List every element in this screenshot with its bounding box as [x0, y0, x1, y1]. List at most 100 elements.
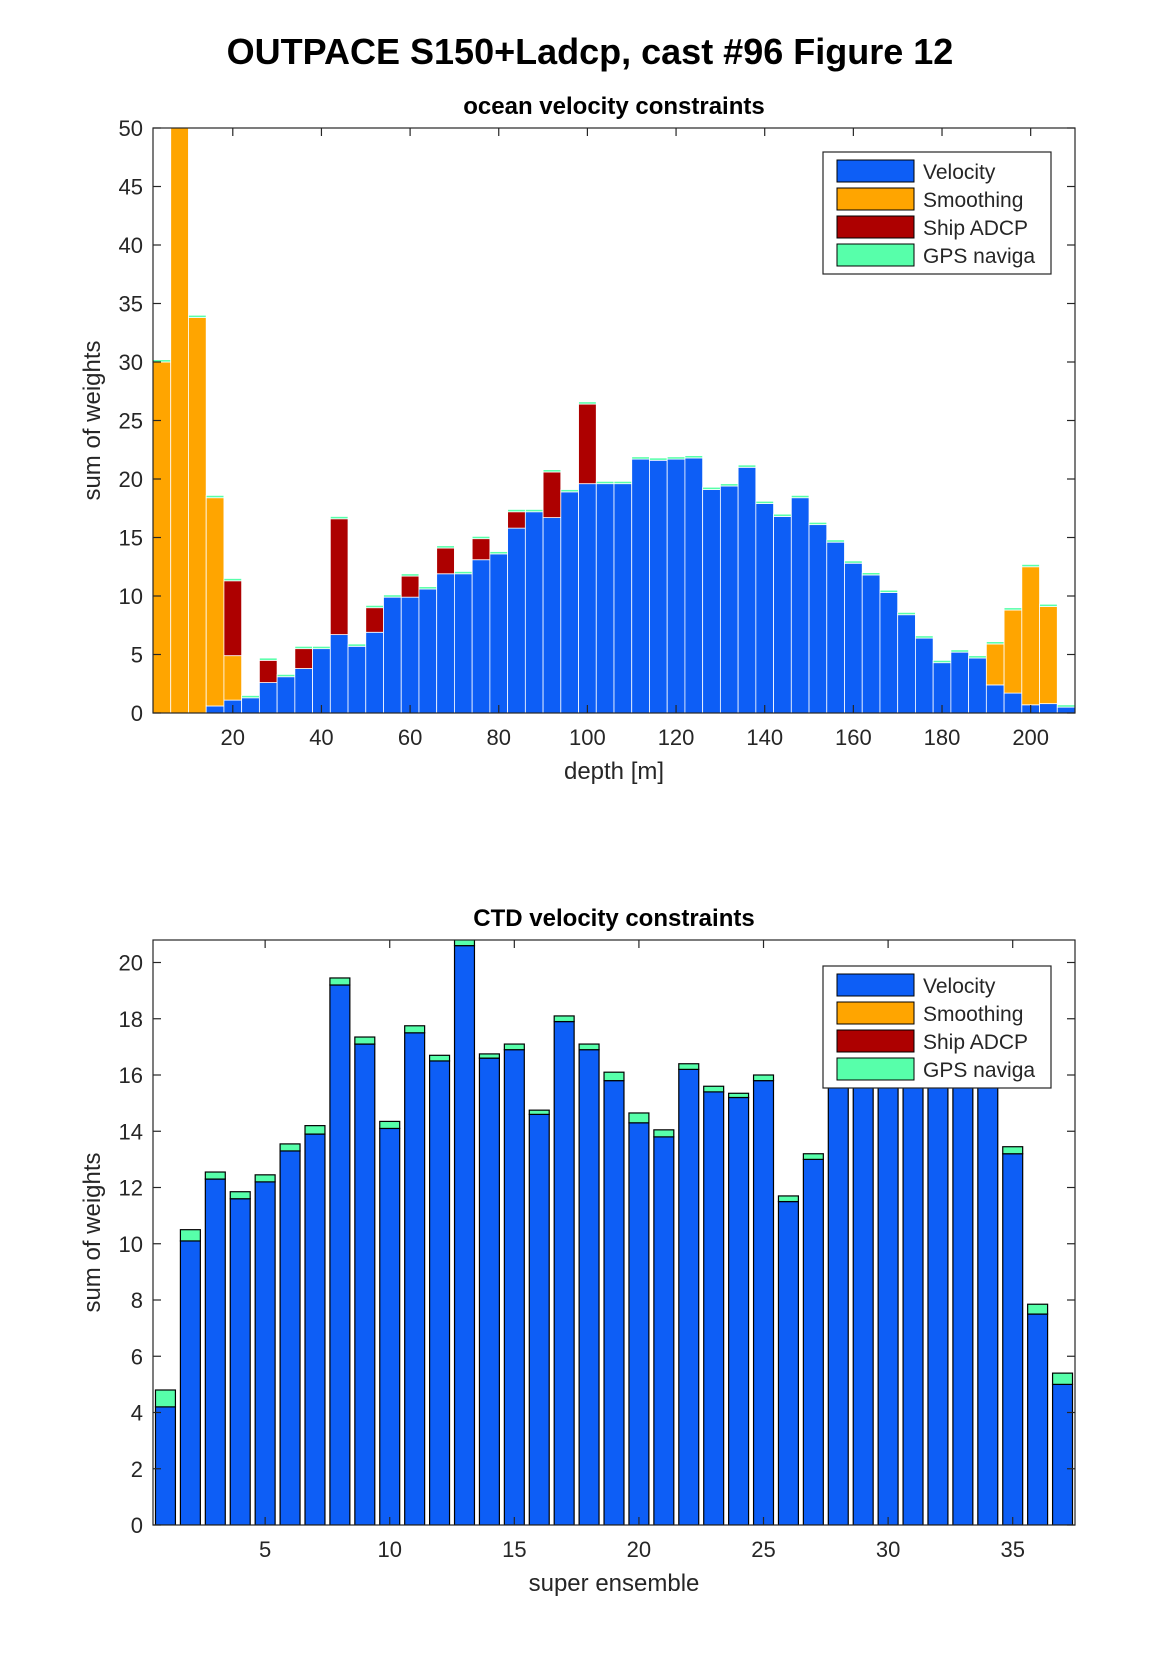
legend-swatch-ship-adcp [836, 1029, 915, 1053]
bar-velocity-12 [365, 631, 384, 713]
bar-velocity-11 [347, 645, 367, 713]
y-tick-label-9: 18 [119, 1007, 143, 1032]
bar-gps-naviga-41 [879, 589, 899, 593]
bar-velocity-7 [276, 676, 296, 713]
y-tick-label-9: 45 [119, 175, 143, 200]
bar-velocity-16 [553, 1020, 575, 1525]
chart-ocean-velocity: 20 40 60 80 100 120 140 160 180 200 0 5 10 15 20 25 30 35… [79, 93, 1076, 785]
y-tick-label-7: 35 [119, 292, 143, 317]
legend-swatch-gps-naviga [836, 1057, 915, 1081]
bar-gps-naviga-26 [613, 480, 633, 485]
bar-gps-naviga-9 [312, 645, 331, 650]
plot-frame [152, 939, 1076, 1526]
bar-velocity-28 [649, 459, 668, 713]
legend-swatch-smoothing [836, 1001, 915, 1025]
bar-velocity-3 [205, 705, 225, 713]
bar-velocity-30 [902, 1074, 924, 1525]
bar-gps-naviga-33 [737, 464, 757, 468]
bars-clip-group [154, 940, 1074, 1525]
legend-swatch-gps-naviga [836, 243, 915, 267]
bar-ship-adcp-12 [365, 607, 384, 633]
bar-gps-naviga-34 [1002, 1146, 1024, 1155]
bars-layer [153, 128, 1075, 713]
bar-gps-naviga-35 [773, 513, 792, 517]
bar-velocity-20 [653, 1136, 675, 1525]
bar-gps-naviga-40 [861, 572, 881, 576]
bar-velocity-6 [304, 1133, 326, 1525]
bar-velocity-19 [489, 553, 509, 713]
bar-gps-naviga-17 [454, 571, 473, 575]
bar-gps-naviga-39 [844, 560, 863, 564]
bar-gps-naviga-21 [678, 1063, 700, 1070]
bar-gps-naviga-10 [329, 516, 349, 520]
bar-gps-naviga-21 [524, 509, 544, 513]
bar-velocity-17 [454, 573, 473, 713]
bar-velocity-5 [279, 1150, 301, 1525]
bars-layer [154, 940, 1074, 1525]
bar-gps-naviga-23 [728, 1092, 750, 1099]
bar-gps-naviga-51 [1056, 704, 1075, 708]
bar-velocity-15 [528, 1113, 550, 1525]
bar-velocity-2 [204, 1178, 226, 1525]
x-tick-label-4: 25 [751, 1537, 775, 1562]
bar-velocity-47 [985, 684, 1005, 713]
bar-gps-naviga-29 [666, 456, 686, 460]
bar-gps-naviga-46 [968, 655, 987, 659]
bar-gps-naviga-2 [188, 314, 207, 318]
bar-smoothing-47 [985, 643, 1005, 686]
y-tick-label-2: 10 [119, 584, 143, 609]
bar-gps-naviga-13 [383, 594, 402, 598]
x-tick-label-5: 30 [876, 1537, 900, 1562]
bar-gps-naviga-19 [628, 1112, 650, 1124]
bar-velocity-28 [852, 1074, 874, 1525]
bar-velocity-39 [844, 562, 863, 713]
bar-gps-naviga-16 [436, 545, 455, 549]
x-tick-label-5: 120 [658, 725, 695, 750]
bar-smoothing-4 [223, 655, 243, 701]
bar-velocity-13 [383, 596, 402, 713]
bar-gps-naviga-27 [631, 456, 650, 460]
bar-gps-naviga-26 [802, 1153, 824, 1160]
bar-velocity-35 [773, 516, 792, 713]
legend-swatch-smoothing [836, 187, 915, 211]
bar-gps-naviga-43 [915, 635, 934, 639]
bar-gps-naviga-30 [684, 455, 704, 459]
chart-title: ocean velocity constraints [463, 93, 764, 120]
bar-gps-naviga-18 [603, 1071, 625, 1082]
bar-gps-naviga-6 [304, 1125, 326, 1135]
legend-swatch-ship-adcp [836, 215, 915, 239]
bar-smoothing-1 [170, 128, 189, 713]
bar-velocity-26 [802, 1158, 824, 1525]
bar-gps-naviga-10 [404, 1025, 426, 1034]
bar-velocity-3 [229, 1198, 251, 1525]
bar-gps-naviga-7 [276, 673, 296, 678]
bar-ship-adcp-22 [542, 471, 562, 519]
bar-smoothing-50 [1039, 606, 1058, 705]
bar-velocity-32 [952, 1074, 974, 1525]
y-axis-label: sum of weights [79, 340, 106, 500]
bar-gps-naviga-12 [365, 604, 384, 609]
legend-label-velocity: Velocity [923, 161, 996, 184]
bar-velocity-14 [503, 1049, 525, 1525]
bar-gps-naviga-12 [453, 940, 476, 947]
bar-gps-naviga-32 [719, 483, 739, 487]
ticks-layer: 20 40 60 80 100 120 140 160 180 200 0 5 10 15 20 25 30 35… [119, 116, 1075, 750]
bar-gps-naviga-2 [204, 1171, 226, 1180]
bar-gps-naviga-22 [703, 1085, 725, 1093]
bar-gps-naviga-36 [1051, 1372, 1074, 1385]
x-axis-label: depth [m] [564, 758, 664, 785]
bar-ship-adcp-16 [436, 547, 455, 575]
y-axis-label: sum of weights [79, 1152, 106, 1312]
bar-gps-naviga-11 [347, 643, 367, 647]
bar-ship-adcp-14 [400, 575, 420, 598]
bar-velocity-29 [877, 1074, 899, 1525]
bar-gps-naviga-50 [1039, 603, 1058, 607]
bar-gps-naviga-7 [329, 977, 351, 986]
bar-gps-naviga-3 [205, 494, 225, 499]
x-tick-label-4: 100 [569, 725, 606, 750]
bar-gps-naviga-24 [752, 1074, 775, 1082]
x-tick-label-2: 60 [398, 725, 422, 750]
bar-velocity-11 [429, 1060, 451, 1525]
bar-ship-adcp-18 [471, 538, 491, 561]
